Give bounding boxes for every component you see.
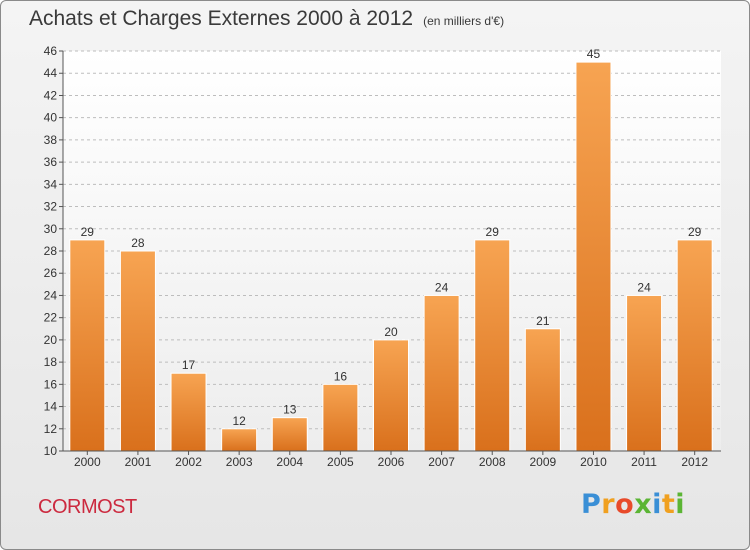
bar	[676, 239, 713, 452]
y-tick-label: 30	[44, 222, 58, 236]
bar	[524, 328, 561, 452]
bar	[170, 372, 207, 452]
x-tick-label: 2009	[529, 455, 556, 469]
y-tick-label: 36	[44, 155, 58, 169]
bars: 29 28 17 12 13 16 20 24 29 21 45 24 29	[69, 47, 713, 452]
y-tick-label: 12	[44, 422, 58, 436]
bar	[373, 339, 409, 452]
data-label: 12	[232, 414, 246, 428]
data-label: 29	[486, 225, 500, 239]
y-tick-label: 28	[44, 244, 58, 258]
x-tick-label: 2012	[681, 455, 708, 469]
bar	[474, 239, 511, 452]
y-tick-label: 32	[44, 200, 58, 214]
y-tick-label: 18	[44, 355, 58, 369]
bar	[322, 383, 359, 452]
x-tick-label: 2003	[226, 455, 253, 469]
y-tick-label: 40	[44, 111, 58, 125]
y-tick-label: 16	[44, 377, 58, 391]
data-label: 24	[435, 280, 449, 294]
y-tick-label: 44	[44, 66, 58, 80]
data-label: 21	[536, 314, 550, 328]
bar	[119, 250, 156, 452]
x-tick-label: 2002	[175, 455, 202, 469]
x-tick-label: 2008	[479, 455, 506, 469]
y-tick-label: 24	[44, 288, 58, 302]
x-tick-label: 2007	[428, 455, 455, 469]
y-tick-label: 42	[44, 88, 58, 102]
commune-name: CORMOST	[38, 496, 137, 518]
y-tick-label: 22	[44, 311, 58, 325]
chart-subtitle: (en milliers d'€)	[423, 14, 505, 28]
bar	[221, 428, 258, 452]
x-tick-label: 2006	[378, 455, 405, 469]
x-tick-label: 2005	[327, 455, 354, 469]
x-tick-label: 2001	[125, 455, 152, 469]
bar	[575, 61, 612, 452]
bar	[69, 239, 106, 452]
y-tick-label: 34	[44, 177, 58, 191]
data-label: 29	[688, 225, 702, 239]
data-label: 20	[384, 325, 398, 339]
y-tick-label: 20	[44, 333, 58, 347]
data-label: 29	[81, 225, 95, 239]
x-tick-label: 2010	[580, 455, 607, 469]
chart-title: Achats et Charges Externes 2000 à 2012 (e…	[29, 7, 504, 31]
y-tick-label: 46	[44, 44, 58, 58]
chart-title-text: Achats et Charges Externes 2000 à 2012	[29, 7, 414, 30]
data-label: 24	[637, 280, 651, 294]
data-label: 16	[334, 369, 348, 383]
bar	[271, 417, 308, 452]
y-tick-label: 10	[44, 444, 58, 458]
data-label: 13	[283, 403, 297, 417]
x-tick-label: 2004	[276, 455, 303, 469]
y-tick-label: 26	[44, 266, 58, 280]
bar	[626, 294, 663, 452]
data-label: 28	[131, 236, 145, 250]
axes: 10 12 14 16 18 20 22 24 26 28 30 32 34 36 38 40 42 44 46 20…	[44, 44, 721, 469]
y-tick-label: 14	[44, 400, 58, 414]
y-tick-label: 38	[44, 133, 58, 147]
data-label: 17	[182, 358, 196, 372]
bar	[423, 294, 460, 452]
data-label: 45	[587, 47, 601, 61]
proxiti-logo: Proxiti	[581, 489, 686, 520]
x-tick-label: 2011	[631, 455, 657, 469]
x-tick-label: 2000	[74, 455, 101, 469]
